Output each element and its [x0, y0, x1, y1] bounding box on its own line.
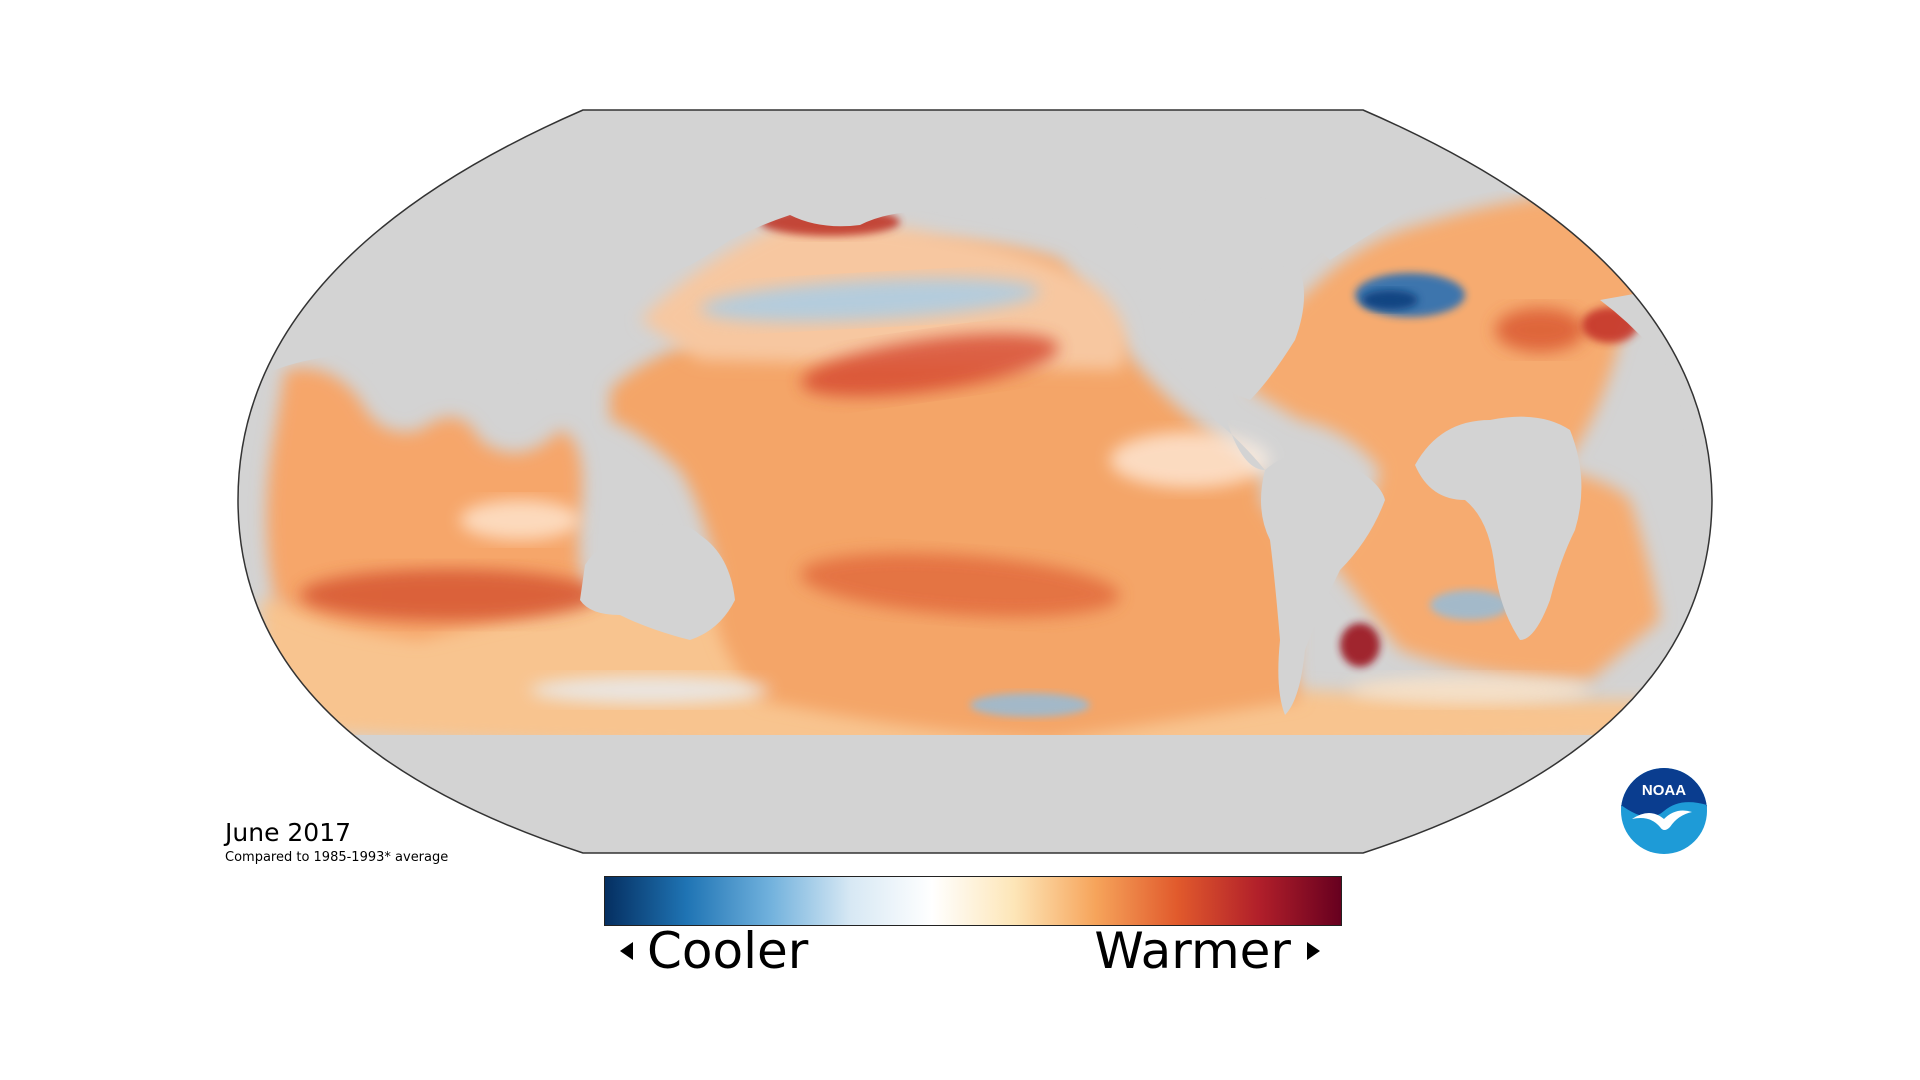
left-arrow-icon: [620, 942, 633, 960]
seagull-icon: [1632, 810, 1692, 830]
date-label: June 2017: [225, 818, 352, 847]
warmer-label-group: Warmer: [1094, 926, 1320, 976]
noaa-text: NOAA: [1642, 782, 1686, 799]
baseline-note: Compared to 1985-1993* average: [225, 850, 449, 865]
color-scale-bar: [604, 876, 1342, 926]
continents: [238, 110, 1712, 853]
right-arrow-icon: [1307, 942, 1320, 960]
noaa-logo: NOAA: [1621, 768, 1707, 854]
warmer-label: Warmer: [1094, 922, 1291, 980]
ocean-anomaly-field: [260, 195, 1690, 756]
cooler-label: Cooler: [647, 922, 809, 980]
cooler-label-group: Cooler: [620, 926, 808, 976]
map-outline: [237, 109, 1713, 854]
logo-upper: [1621, 768, 1707, 817]
